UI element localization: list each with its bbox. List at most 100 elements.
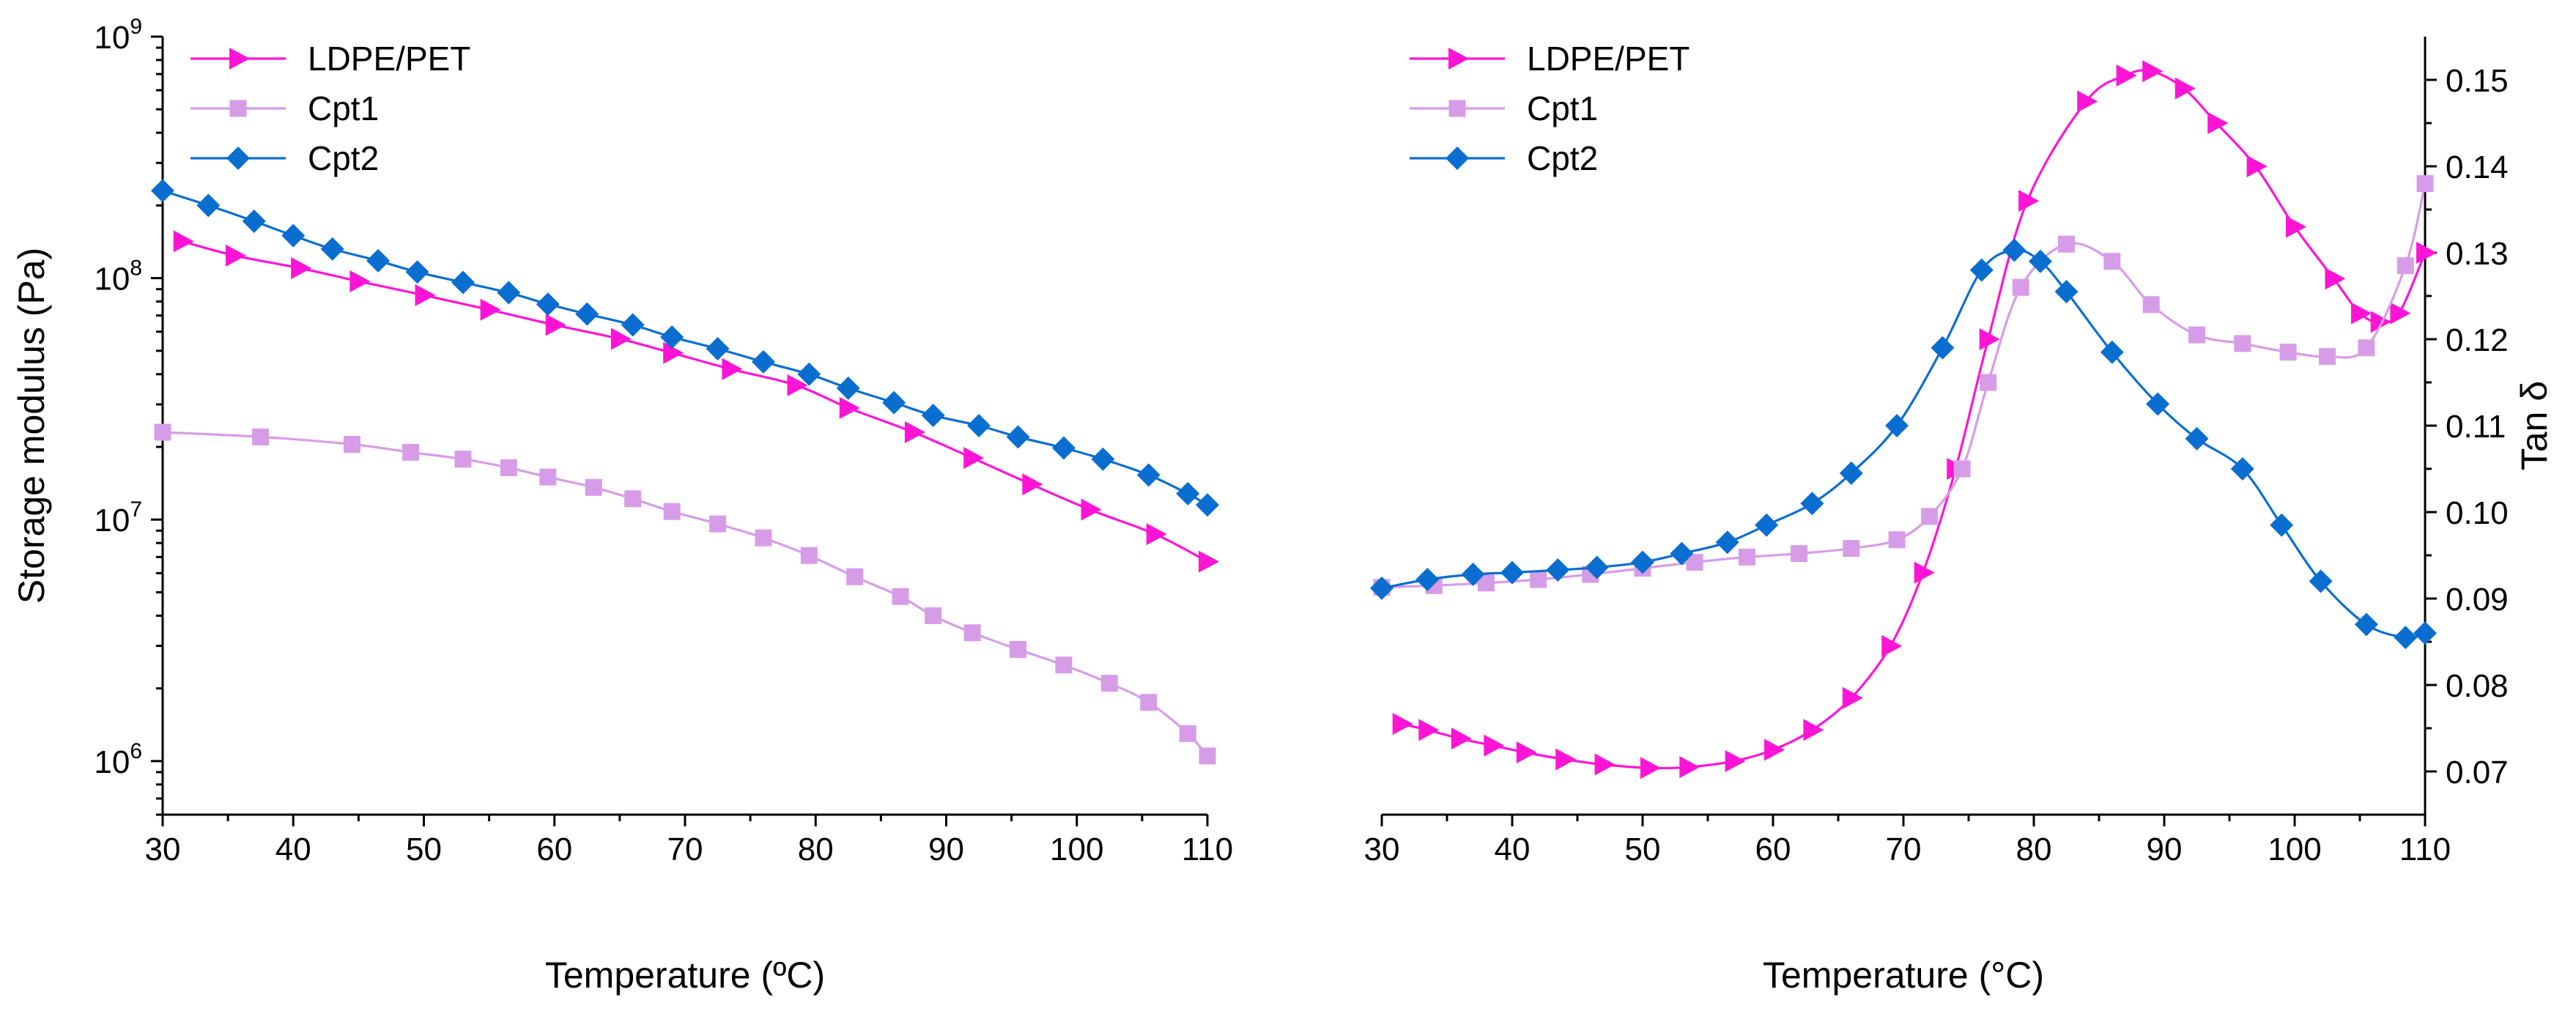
data-point	[836, 376, 860, 400]
legend-label: LDPE/PET	[1527, 40, 1689, 78]
data-point	[2394, 626, 2418, 650]
data-point	[722, 358, 743, 380]
data-point	[2358, 339, 2375, 357]
legend-label: Cpt1	[1527, 89, 1598, 127]
data-point	[624, 490, 642, 508]
data-point	[2354, 612, 2378, 637]
y-axis-label: Tan δ	[2514, 381, 2555, 470]
data-point	[1196, 493, 1219, 517]
legend-item: Cpt2	[190, 139, 379, 177]
data-point	[497, 281, 521, 305]
data-point	[2390, 302, 2411, 325]
data-point	[536, 292, 560, 316]
data-point	[1418, 719, 1440, 741]
data-point	[2018, 190, 2040, 212]
x-tick-label: 30	[145, 832, 181, 867]
storage-modulus-chart: 30 40 50 60 70 80 90 100 110 106 107 108 109 Temperat…	[11, 15, 1233, 996]
y-tick-label: 0.09	[2446, 582, 2509, 618]
legend-item: Cpt1	[190, 89, 379, 127]
data-point	[1055, 656, 1073, 674]
data-point	[2416, 175, 2434, 193]
legend-label: LDPE/PET	[308, 40, 470, 78]
data-point	[663, 341, 684, 364]
data-point	[1843, 540, 1860, 558]
data-point	[1477, 574, 1495, 592]
data-point	[1921, 508, 1939, 525]
legend-item: LDPE/PET	[1410, 40, 1689, 78]
data-point	[1081, 498, 1102, 521]
legend-item: Cpt1	[1410, 89, 1598, 127]
series-cpt2	[1370, 238, 2437, 650]
data-point	[1136, 463, 1161, 487]
series-line	[1381, 183, 2427, 589]
data-point	[2246, 155, 2268, 177]
legend-marker	[229, 100, 247, 117]
data-point	[1199, 550, 1219, 573]
series-line	[162, 189, 1208, 506]
data-point	[706, 337, 730, 361]
data-point	[1100, 675, 1118, 692]
x-tick-label: 70	[667, 832, 703, 867]
series-ldpe-pet	[1392, 60, 2437, 779]
legend-marker	[1448, 100, 1466, 117]
data-point	[1415, 568, 1440, 592]
data-point	[2413, 621, 2437, 645]
x-tick-label: 110	[1182, 832, 1233, 867]
data-point	[1980, 374, 1997, 391]
y-axis-label: Storage modulus (Pa)	[11, 248, 52, 604]
data-point	[1791, 545, 1808, 563]
data-point	[1451, 727, 1472, 750]
data-point	[1006, 425, 1030, 449]
data-point	[2058, 235, 2075, 253]
data-point	[2230, 457, 2254, 481]
data-point	[892, 588, 909, 605]
y-tick-label: 0.13	[2446, 236, 2509, 272]
data-point	[787, 374, 808, 396]
data-point	[151, 179, 174, 203]
data-point	[402, 443, 420, 461]
data-point	[2325, 267, 2346, 290]
y-tick-label: 0.08	[2446, 668, 2509, 704]
data-point	[1500, 560, 1524, 585]
data-point	[2351, 302, 2372, 325]
data-point	[500, 459, 517, 476]
legend: LDPE/PET Cpt1 Cpt2	[1410, 40, 1689, 177]
data-point	[2103, 253, 2121, 270]
legend-marker	[1446, 147, 1469, 170]
x-tick-label: 40	[1495, 832, 1531, 867]
data-point	[154, 423, 171, 441]
data-point	[2002, 238, 2027, 262]
data-point	[2185, 426, 2209, 451]
data-point	[1839, 461, 1863, 485]
data-point	[1022, 473, 1043, 496]
data-point	[1392, 713, 1413, 736]
data-point	[839, 396, 860, 419]
x-tick-label: 70	[1886, 832, 1922, 867]
x-tick-label: 30	[1364, 832, 1400, 867]
series-line	[182, 240, 1208, 563]
data-point	[1516, 741, 1537, 764]
x-axis-label: Temperature (ºC)	[545, 955, 825, 996]
data-point	[2175, 77, 2196, 100]
data-point	[1555, 748, 1577, 771]
data-point	[349, 270, 371, 292]
data-point	[480, 298, 501, 321]
legend-marker	[229, 48, 250, 70]
data-point	[575, 302, 599, 326]
series-line	[162, 431, 1209, 757]
x-tick-label: 80	[2016, 832, 2052, 867]
data-point	[1715, 530, 1739, 555]
legend-marker	[226, 147, 250, 170]
data-point	[291, 256, 312, 279]
legend-item: Cpt2	[1410, 139, 1598, 177]
data-point	[1969, 258, 1994, 282]
data-point	[2054, 280, 2079, 304]
data-point	[1179, 725, 1196, 742]
data-point	[2309, 569, 2333, 593]
y-tick-label: 0.15	[2446, 63, 2509, 99]
data-point	[904, 421, 925, 444]
data-point	[967, 413, 991, 437]
data-point	[1881, 634, 1903, 657]
data-point	[921, 404, 945, 428]
